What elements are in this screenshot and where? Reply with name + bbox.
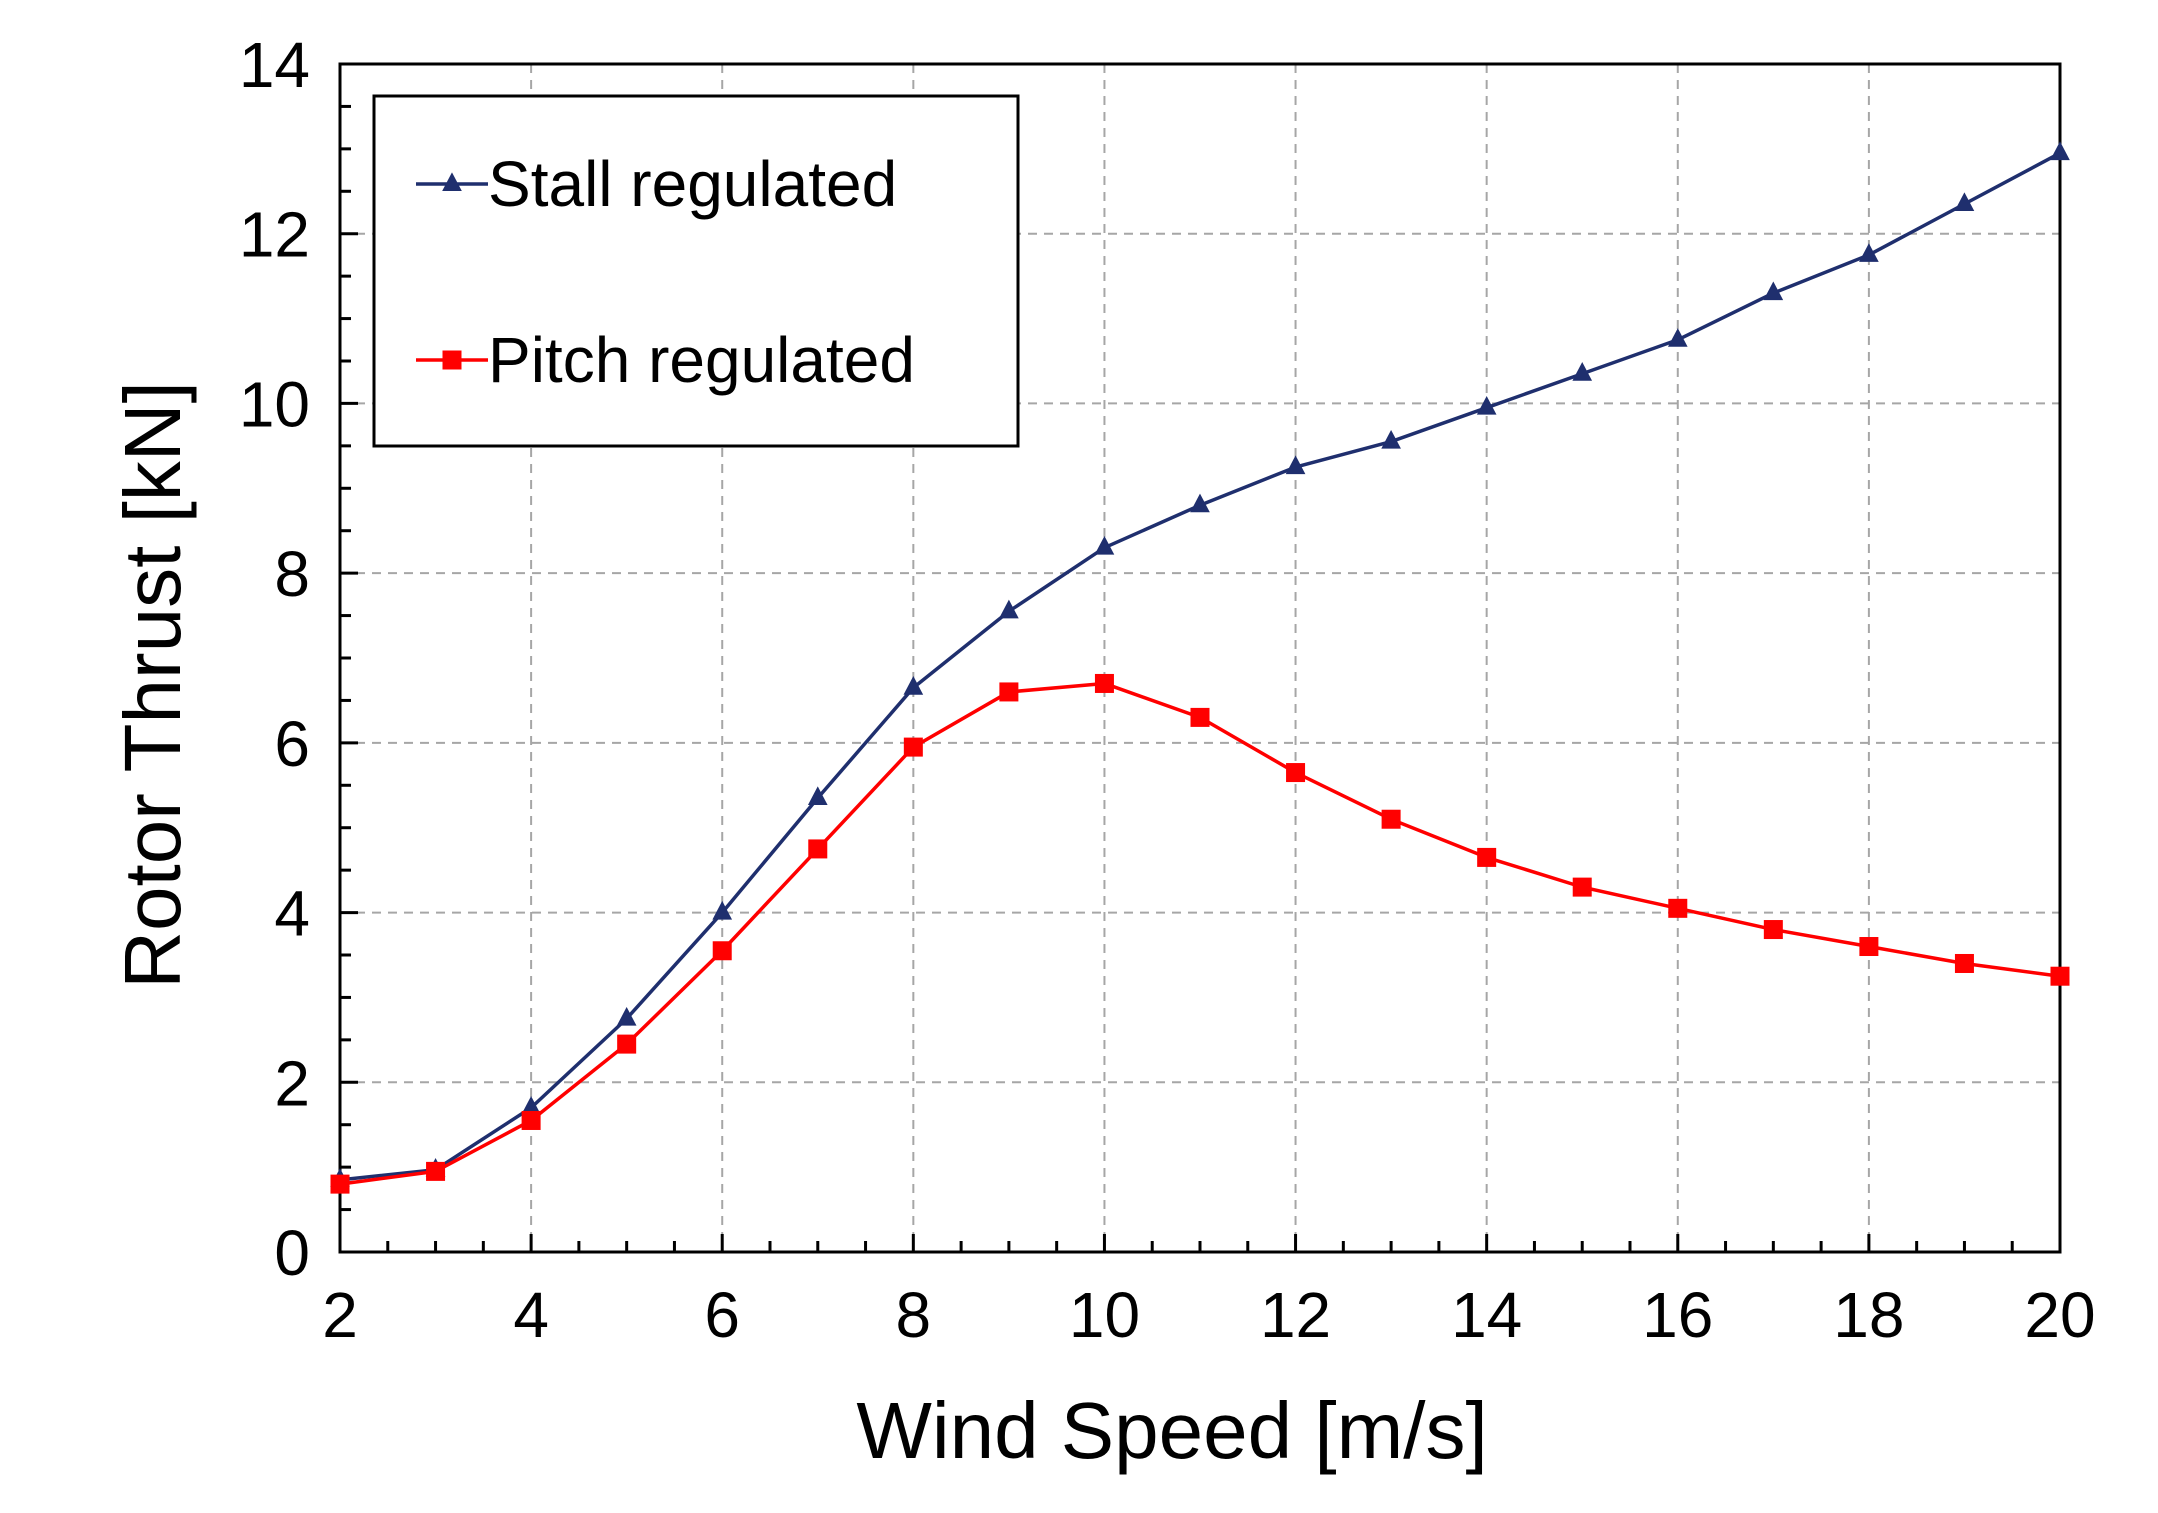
- data-point-pitch-regulated: [617, 1034, 637, 1054]
- data-point-stall-regulated: [1190, 493, 1210, 513]
- series-stall-regulated: [330, 141, 2070, 1187]
- x-tick-label: 20: [2024, 1279, 2095, 1351]
- x-tick-label: 10: [1069, 1279, 1140, 1351]
- data-point-pitch-regulated: [1668, 898, 1688, 918]
- data-point-pitch-regulated: [426, 1161, 446, 1181]
- data-point-pitch-regulated: [999, 682, 1019, 702]
- data-point-stall-regulated: [1476, 395, 1497, 415]
- legend: Stall regulated Pitch regulated: [372, 94, 1020, 448]
- data-point-stall-regulated: [1285, 455, 1306, 475]
- y-tick-label: 4: [274, 878, 310, 950]
- legend-label-pitch-regulated: Pitch regulated: [488, 324, 915, 396]
- x-tick-label: 2: [322, 1279, 358, 1351]
- x-tick-label: 12: [1260, 1279, 1331, 1351]
- data-point-pitch-regulated: [2050, 966, 2070, 986]
- data-point-pitch-regulated: [1477, 847, 1497, 867]
- x-tick-label: 16: [1642, 1279, 1713, 1351]
- data-point-stall-regulated: [1763, 281, 1784, 301]
- data-point-pitch-regulated: [1190, 707, 1210, 727]
- x-tick-label: 4: [513, 1279, 549, 1351]
- data-point-stall-regulated: [1954, 192, 1975, 212]
- data-point-stall-regulated: [999, 599, 1019, 619]
- x-tick-label: 6: [704, 1279, 740, 1351]
- x-axis-label: Wind Speed [m/s]: [856, 1386, 1487, 1475]
- data-point-pitch-regulated: [1859, 937, 1879, 957]
- data-point-pitch-regulated: [1572, 877, 1592, 897]
- y-tick-label: 14: [239, 29, 310, 101]
- data-point-pitch-regulated: [808, 839, 828, 859]
- x-tick-label: 14: [1451, 1279, 1522, 1351]
- data-point-pitch-regulated: [330, 1174, 350, 1194]
- data-point-pitch-regulated: [1094, 673, 1114, 693]
- x-tick-label: 18: [1833, 1279, 1904, 1351]
- legend-entry-pitch-regulated: Pitch regulated: [416, 324, 915, 396]
- data-point-stall-regulated: [1667, 328, 1688, 347]
- legend-marker-pitch-regulated: [442, 350, 462, 370]
- data-point-pitch-regulated: [1954, 953, 1974, 973]
- data-point-stall-regulated: [1381, 429, 1401, 449]
- legend-box: [372, 94, 1020, 448]
- data-point-stall-regulated: [1572, 362, 1593, 381]
- series-layer: [330, 141, 2070, 1194]
- data-point-pitch-regulated: [521, 1110, 541, 1130]
- legend-marker-stall-regulated: [442, 172, 462, 191]
- y-tick-label: 0: [274, 1217, 310, 1289]
- data-point-stall-regulated: [807, 786, 828, 806]
- data-point-stall-regulated: [1094, 536, 1115, 555]
- data-point-stall-regulated: [1859, 243, 1879, 262]
- legend-entry-stall-regulated: Stall regulated: [416, 148, 897, 220]
- y-tick-label: 10: [239, 368, 310, 440]
- data-point-pitch-regulated: [1286, 763, 1306, 783]
- series-line-pitch-regulated: [339, 681, 2061, 1186]
- data-point-pitch-regulated: [1763, 920, 1783, 940]
- data-point-stall-regulated: [903, 676, 924, 695]
- data-point-stall-regulated: [2050, 141, 2070, 161]
- y-axis-label: Rotor Thrust [kN]: [108, 381, 197, 989]
- data-point-pitch-regulated: [712, 941, 732, 961]
- y-tick-label: 6: [274, 708, 310, 780]
- data-point-stall-regulated: [616, 1006, 637, 1026]
- y-tick-label: 12: [239, 199, 310, 271]
- data-point-stall-regulated: [712, 900, 733, 920]
- data-point-pitch-regulated: [903, 737, 923, 757]
- x-tick-label: 8: [896, 1279, 932, 1351]
- y-tick-label: 8: [274, 538, 310, 610]
- y-tick-label: 2: [274, 1047, 310, 1119]
- data-point-pitch-regulated: [1381, 809, 1401, 829]
- series-pitch-regulated: [330, 673, 2070, 1194]
- legend-label-stall-regulated: Stall regulated: [488, 148, 897, 220]
